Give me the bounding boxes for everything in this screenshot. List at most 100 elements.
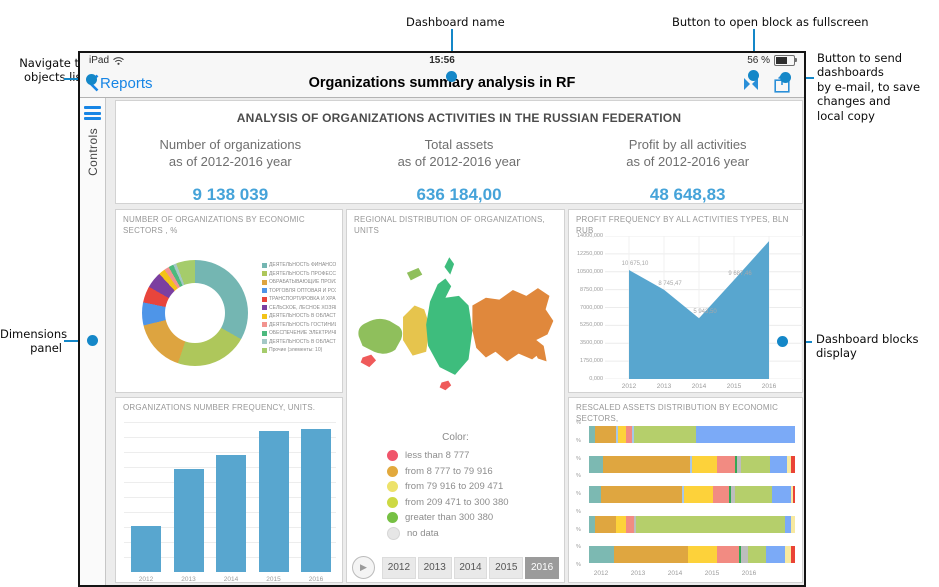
year-button-2013[interactable]: 2013 [417,556,452,579]
y-tick-label: 3500,000 [580,340,603,347]
stacked-segment [735,486,773,503]
map-region-arctic-islands[interactable] [406,267,423,281]
y-tick-percent: % [576,491,581,497]
kpi-value: 636 184,00 [416,184,502,204]
map-region-ural[interactable] [403,305,431,356]
stacked-row[interactable] [589,516,795,533]
play-button[interactable]: ▶ [352,556,375,579]
stacked-segment [691,456,717,473]
donut-hole [165,283,225,343]
bar-2015[interactable] [258,431,289,572]
legend-item: ОБРАБАТЫВАЮЩИЕ ПРОИЗВ... [262,279,336,285]
stacked-segment [739,546,742,563]
map-legend-dot [387,450,398,462]
dashboard-title: Organizations summary analysis in RF [308,75,576,91]
area-chart-block[interactable]: PROFIT FREQUENCY BY ALL ACTIVITIES TYPES… [568,209,803,393]
clock: 15:56 [429,55,455,66]
annotation-dashboard-name: Dashboard name [406,15,505,29]
map-legend-dot [387,512,398,524]
bar-2014[interactable] [216,455,246,572]
year-selector: ▶ 2012 2013 2014 2015 2016 [352,556,560,579]
y-tick-percent: % [576,420,581,426]
stacked-segment [589,456,604,473]
stacked-segment [747,546,767,563]
stacked-row[interactable] [589,486,795,503]
stacked-segment [792,486,795,503]
stacked-segment [617,426,627,443]
stacked-segment [689,456,692,473]
map-legend-dot [387,496,398,508]
legend-item: ДЕЯТЕЛЬНОСТЬ ПРОФЕССИ... [262,271,336,277]
bar-chart-block[interactable]: ORGANIZATIONS NUMBER FREQUENCY, UNITS. 2… [115,397,343,583]
stacked-segment [790,486,793,503]
stacked-row[interactable] [589,546,795,563]
y-tick-percent: % [576,473,581,479]
stacked-segment [687,546,717,563]
stacked-segment [790,516,795,533]
legend-label: СЕЛЬСКОЕ, ЛЕСНОЕ ХОЗЯЙС... [269,304,336,311]
navigation-bar: Reports Organizations summary analysis i… [80,70,804,98]
legend-swatch [262,288,267,293]
map-legend: less than 8 777 from 8 777 to 79 916 from … [387,448,509,541]
bar-chart[interactable]: 2012 2013 2014 2015 2016 [124,420,336,583]
area-series[interactable] [629,241,769,379]
stacked-segment [636,516,785,533]
map-region-south-siberia[interactable] [439,380,452,391]
stacked-segment [589,426,596,443]
donut-chart[interactable] [142,260,248,366]
bar-2012[interactable] [131,526,161,572]
year-button-2016[interactable]: 2016 [525,556,559,579]
stacked-bar-chart[interactable]: %%%%%%%%% 2012 2013 2014 2015 2016 [576,420,795,577]
annotation-line [64,78,90,80]
stacked-row[interactable] [589,456,795,473]
annotation-dot [86,74,97,85]
map-region-west[interactable] [358,318,403,354]
stacked-segment [737,456,742,473]
legend-label: ОБРАБАТЫВАЮЩИЕ ПРОИЗВ... [269,279,336,285]
donut-chart-block[interactable]: NUMBER OF ORGANIZATIONS BY ECONOMIC SECT… [115,209,343,393]
point-label: 8 745,47 [658,280,682,287]
legend-label: ДЕЯТЕЛЬНОСТЬ ФИНАНСОВ... [269,262,336,268]
x-tick-label: 2014 [223,576,239,583]
legend-swatch [262,296,267,302]
controls-menu-icon[interactable] [84,106,101,120]
map-legend-label: from 79 916 to 209 471 [405,481,504,493]
map-region-taymyr[interactable] [444,257,455,275]
legend-swatch [262,339,267,344]
y-tick-percent: % [576,509,581,515]
chart-title: RESCALED ASSETS DISTRIBUTION BY ECONOMIC… [576,403,779,423]
stacked-segment [603,456,690,473]
stacked-row[interactable] [589,426,795,443]
map-legend-label: from 209 471 to 300 380 [405,496,509,508]
stacked-segment [589,516,596,533]
legend-item: ОБЕСПЕЧЕНИЕ ЭЛЕКТРИЧЕС... [262,330,336,336]
russia-map[interactable] [351,236,562,426]
summary-block[interactable]: ANALYSIS OF ORGANIZATIONS ACTIVITIES IN … [115,100,803,204]
map-region-siberia[interactable] [426,278,473,375]
year-button-2012[interactable]: 2012 [382,556,416,579]
stacked-segment [766,546,785,563]
stacked-segment [615,516,627,533]
y-tick-percent: % [576,544,581,550]
map-region-south[interactable] [360,354,377,368]
legend-item: ДЕЯТЕЛЬНОСТЬ ФИНАНСОВ... [262,262,336,268]
fullscreen-icon[interactable] [743,76,759,92]
map-legend-item: from 209 471 to 300 380 [387,495,509,511]
map-region-kamchatka[interactable] [532,338,547,362]
stacked-segment [770,456,787,473]
year-button-2015[interactable]: 2015 [489,556,524,579]
bar-2013[interactable] [173,469,204,572]
chart-title: ORGANIZATIONS NUMBER FREQUENCY, UNITS. [123,403,316,412]
area-chart[interactable]: 14000,000 12250,000 10500,000 8750,000 7000,… [577,233,803,390]
stacked-segment [741,456,771,473]
map-block[interactable]: REGIONAL DISTRIBUTION OF ORGANIZATIONS, … [346,209,565,583]
stacked-chart-block[interactable]: RESCALED ASSETS DISTRIBUTION BY ECONOMIC… [568,397,803,583]
bar-2016[interactable] [301,429,331,572]
annotation-dimensions: Dimensions panel [0,327,68,356]
legend-swatch [262,313,267,319]
annotation-dot [87,335,98,346]
stacked-segment [615,426,618,443]
y-tick-percent: % [576,456,581,462]
year-button-2014[interactable]: 2014 [453,556,488,579]
status-bar: iPad 15:56 56 % [80,53,804,70]
